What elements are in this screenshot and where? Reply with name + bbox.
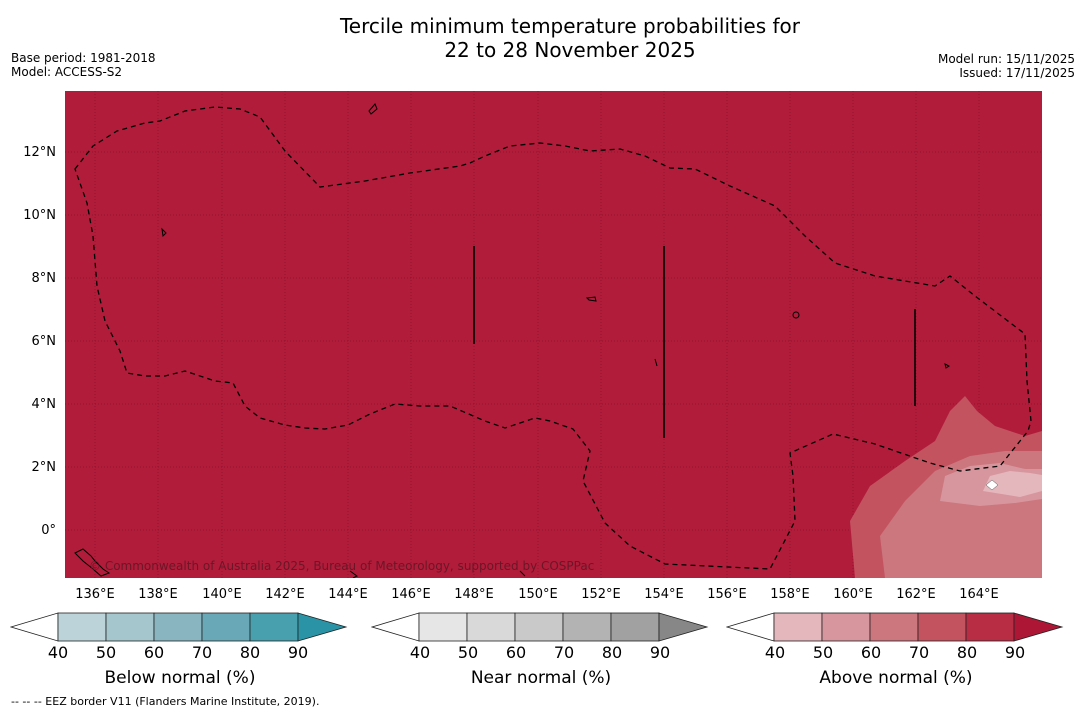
colorbar-above-svg — [726, 612, 1064, 642]
title-line-1: Tercile minimum temperature probabilitie… — [339, 14, 801, 38]
colorbar-near-segment — [418, 612, 468, 642]
run-info: Model run: 15/11/2025 Issued: 17/11/2025 — [938, 52, 1075, 80]
islands — [74, 103, 950, 578]
lat-label-12n: 12°N — [23, 145, 56, 160]
above-tick-60: 60 — [860, 643, 882, 662]
boundary-lines — [473, 246, 916, 438]
title-line-2: 22 to 28 November 2025 — [444, 38, 696, 62]
colorbar-below-segment — [57, 612, 107, 642]
colorbar-near-segment — [514, 612, 564, 642]
lat-label-10n: 10°N — [23, 208, 56, 223]
lon-label-144e: 144°E — [328, 587, 368, 602]
above-tick-90: 90 — [1004, 643, 1026, 662]
colorbar-near-upper-extension — [658, 612, 709, 642]
colorbar-near-segment — [466, 612, 516, 642]
colorbar-above-upper-extension — [1013, 612, 1064, 642]
lon-label-140e: 140°E — [202, 587, 242, 602]
lon-label-136e: 136°E — [75, 587, 115, 602]
near-tick-90: 90 — [649, 643, 671, 662]
below-tick-80: 80 — [239, 643, 261, 662]
colorbar-below-title: Below normal (%) — [104, 668, 256, 688]
lon-label-154e: 154°E — [644, 587, 684, 602]
colorbar-above-segment — [965, 612, 1015, 642]
near-tick-70: 70 — [553, 643, 575, 662]
colorbar-above-segment — [773, 612, 823, 642]
near-tick-40: 40 — [409, 643, 431, 662]
colorbar-above-segment — [917, 612, 967, 642]
lon-label-158e: 158°E — [770, 587, 810, 602]
near-tick-60: 60 — [505, 643, 527, 662]
below-tick-50: 50 — [95, 643, 117, 662]
lat-label-8n: 8°N — [31, 271, 57, 286]
below-tick-60: 60 — [143, 643, 165, 662]
issued-date: Issued: 17/11/2025 — [959, 66, 1075, 80]
lat-label-0: 0° — [41, 523, 56, 538]
model-run: Model run: 15/11/2025 — [937, 52, 1075, 66]
colorbar-near-lower-extension — [371, 612, 420, 642]
lat-label-2n: 2°N — [31, 460, 57, 475]
lon-label-146e: 146°E — [391, 587, 431, 602]
above-tick-70: 70 — [908, 643, 930, 662]
lon-label-152e: 152°E — [581, 587, 621, 602]
lon-label-162e: 162°E — [896, 587, 936, 602]
lon-label-138e: 138°E — [138, 587, 178, 602]
colorbar-above-segment — [821, 612, 871, 642]
colorbar-below-lower-extension — [10, 612, 59, 642]
below-tick-40: 40 — [47, 643, 69, 662]
lon-label-142e: 142°E — [265, 587, 305, 602]
model-name: Model: ACCESS-S2 — [11, 65, 123, 79]
lon-label-150e: 150°E — [518, 587, 558, 602]
map-title: Tercile minimum temperature probabilitie… — [0, 14, 1085, 62]
colorbar-above-lower-extension — [726, 612, 775, 642]
colorbar-near-title: Near normal (%) — [470, 668, 612, 688]
lat-label-4n: 4°N — [31, 397, 57, 412]
lon-label-156e: 156°E — [707, 587, 747, 602]
colorbar-above-title: Above normal (%) — [819, 668, 973, 688]
lon-label-148e: 148°E — [454, 587, 494, 602]
map-panel[interactable]: © Commonwealth of Australia 2025, Bureau… — [65, 91, 1042, 578]
colorbar-near-segment — [562, 612, 612, 642]
colorbar-below-upper-extension — [297, 612, 348, 642]
lat-label-6n: 6°N — [31, 334, 57, 349]
lon-label-160e: 160°E — [833, 587, 873, 602]
above-tick-80: 80 — [956, 643, 978, 662]
probability-shading — [850, 396, 1042, 578]
below-tick-70: 70 — [191, 643, 213, 662]
colorbar-below-segment — [201, 612, 251, 642]
lon-label-164e: 164°E — [959, 587, 999, 602]
colorbar-below-segment — [249, 612, 299, 642]
near-tick-80: 80 — [601, 643, 623, 662]
base-period: Base period: 1981-2018 — [11, 51, 156, 65]
colorbar-above-segment — [869, 612, 919, 642]
colorbar-below-segment — [153, 612, 203, 642]
above-tick-40: 40 — [764, 643, 786, 662]
map-svg — [65, 91, 1042, 578]
model-info: Base period: 1981-2018 Model: ACCESS-S2 — [11, 51, 156, 79]
copyright-notice: © Commonwealth of Australia 2025, Bureau… — [89, 559, 595, 573]
colorbar-near-segment — [610, 612, 660, 642]
near-tick-50: 50 — [457, 643, 479, 662]
below-tick-90: 90 — [287, 643, 309, 662]
above-tick-50: 50 — [812, 643, 834, 662]
eez-footnote: -- -- -- EEZ border V11 (Flanders Marine… — [11, 695, 320, 708]
colorbar-below-segment — [105, 612, 155, 642]
colorbar-below-svg — [10, 612, 348, 642]
colorbar-near-svg — [371, 612, 709, 642]
